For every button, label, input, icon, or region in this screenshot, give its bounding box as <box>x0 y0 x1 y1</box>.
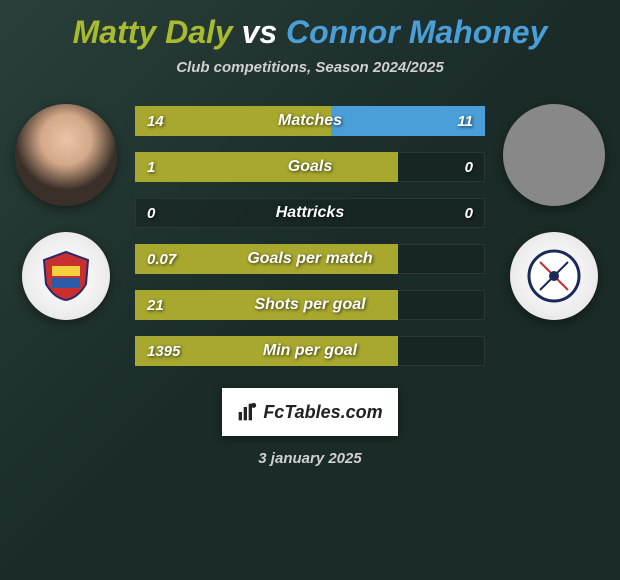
bar-left-fill <box>135 290 398 320</box>
crest-shield-icon <box>38 248 94 304</box>
stat-row: 21 Shots per goal <box>135 290 485 320</box>
date-text: 3 january 2025 <box>258 450 361 467</box>
title: Matty Daly vs Connor Mahoney <box>73 14 548 51</box>
vs-text: vs <box>242 14 278 50</box>
crest-round-icon <box>526 248 582 304</box>
player2-crest <box>510 232 598 320</box>
bar-left-fill <box>135 152 398 182</box>
player2-avatar <box>503 104 605 206</box>
stat-row: 0 Hattricks 0 <box>135 198 485 228</box>
left-side <box>15 100 117 320</box>
brand-link[interactable]: FcTables.com <box>222 388 398 436</box>
subtitle: Club competitions, Season 2024/2025 <box>176 59 444 76</box>
bar-left-fill <box>135 336 398 366</box>
bar-left-fill <box>135 106 331 136</box>
stat-row: 1395 Min per goal <box>135 336 485 366</box>
stat-row: 0.07 Goals per match <box>135 244 485 274</box>
stat-bars: 14 Matches 11 1 Goals 0 0 Hattricks 0 <box>135 100 485 366</box>
player1-name: Matty Daly <box>73 14 233 50</box>
player2-name: Connor Mahoney <box>286 14 547 50</box>
right-side <box>503 100 605 320</box>
content-row: 14 Matches 11 1 Goals 0 0 Hattricks 0 <box>0 100 620 366</box>
comparison-card: Matty Daly vs Connor Mahoney Club compet… <box>0 0 620 477</box>
bar-right-fill <box>331 106 485 136</box>
bar-track <box>135 198 485 228</box>
stat-row: 14 Matches 11 <box>135 106 485 136</box>
brand-chart-icon <box>237 402 257 422</box>
player1-crest <box>22 232 110 320</box>
player1-avatar <box>15 104 117 206</box>
stat-row: 1 Goals 0 <box>135 152 485 182</box>
bar-left-fill <box>135 244 398 274</box>
brand-text: FcTables.com <box>263 402 382 423</box>
